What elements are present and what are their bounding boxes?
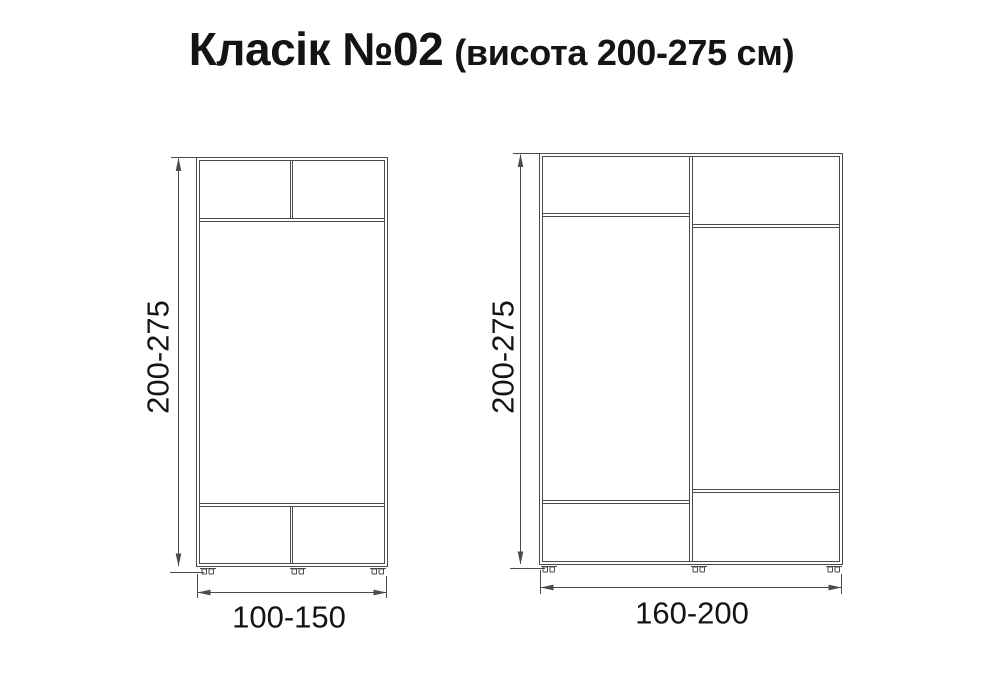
left-wardrobe-outline: [171, 157, 388, 567]
left-wardrobe-width-dimension: [197, 574, 387, 598]
page-title: Класік №02 (висота 200-275 см): [0, 26, 983, 72]
left-wardrobe-height-label: 200-275: [140, 300, 176, 414]
foot-icon: [200, 568, 216, 575]
right-wardrobe-width-label: 160-200: [635, 595, 749, 631]
title-product-name: Класік №02: [188, 23, 444, 75]
title-height-range: (висота 200-275 см): [454, 32, 795, 73]
foot-icon: [290, 568, 306, 575]
right-wardrobe-height-dimension: [510, 153, 545, 569]
foot-icon: [370, 568, 386, 575]
left-wardrobe-feet: [200, 568, 386, 575]
right-wardrobe-height-label: 200-275: [485, 300, 521, 414]
right-wardrobe-width-dimension: [540, 570, 842, 594]
foot-icon: [826, 566, 842, 573]
right-wardrobe-outline: [513, 153, 843, 565]
left-wardrobe-width-label: 100-150: [232, 599, 346, 635]
right-wardrobe-feet: [541, 566, 842, 573]
foot-icon: [541, 566, 557, 573]
foot-icon: [691, 566, 707, 573]
left-wardrobe-height-dimension: [170, 157, 204, 573]
